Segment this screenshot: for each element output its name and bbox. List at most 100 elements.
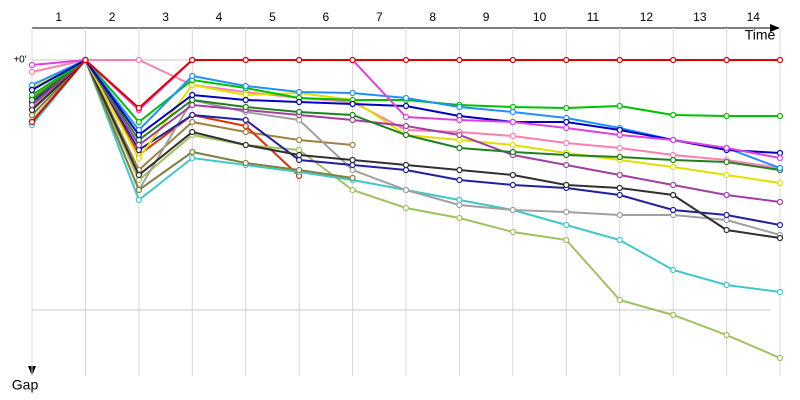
data-point <box>616 236 623 244</box>
data-point <box>296 108 303 116</box>
data-point <box>349 100 356 108</box>
data-point <box>563 104 570 112</box>
x-tick-label: 13 <box>693 10 707 24</box>
data-point <box>776 221 784 229</box>
data-point <box>509 171 516 179</box>
data-point <box>776 149 784 157</box>
data-point <box>563 118 570 126</box>
x-axis-label: Time <box>745 27 776 43</box>
data-point <box>776 154 784 162</box>
data-point <box>349 156 356 164</box>
data-point <box>563 139 570 147</box>
data-point <box>296 151 303 159</box>
data-point <box>670 311 677 319</box>
data-point <box>189 128 196 136</box>
data-point <box>670 156 677 164</box>
data-point <box>670 211 677 219</box>
data-point <box>723 158 730 166</box>
data-point <box>296 116 303 124</box>
data-point <box>776 288 784 296</box>
data-point <box>242 122 249 130</box>
data-point <box>509 141 516 149</box>
data-point <box>456 214 463 222</box>
data-point <box>456 136 463 144</box>
data-point <box>616 131 623 139</box>
data-point <box>189 118 196 126</box>
data-point <box>402 166 410 174</box>
x-tick-label: 8 <box>429 10 436 24</box>
data-point <box>723 226 730 234</box>
data-point <box>456 144 463 152</box>
data-point <box>456 103 463 111</box>
data-point <box>349 174 356 182</box>
data-point <box>509 132 516 140</box>
data-point <box>563 124 570 132</box>
data-point <box>563 221 570 229</box>
data-point <box>135 186 142 194</box>
data-point <box>670 206 677 214</box>
data-point <box>616 102 623 110</box>
data-point <box>28 96 36 104</box>
data-point <box>402 56 410 64</box>
data-point <box>509 108 516 116</box>
data-point <box>135 136 142 144</box>
data-point <box>349 141 356 149</box>
x-tick-label: 5 <box>269 10 276 24</box>
data-point <box>189 148 196 156</box>
data-point <box>28 118 36 126</box>
data-point <box>776 234 784 242</box>
data-point <box>723 281 730 289</box>
data-point <box>242 96 249 104</box>
data-point <box>723 171 730 179</box>
data-point <box>349 161 356 169</box>
data-point <box>189 96 196 104</box>
x-tick-label: 10 <box>533 10 547 24</box>
data-point <box>509 118 516 126</box>
data-point <box>189 81 196 89</box>
data-point <box>189 111 196 119</box>
data-point <box>509 56 516 64</box>
data-point <box>456 56 463 64</box>
data-point <box>296 56 303 64</box>
data-point <box>723 191 730 199</box>
data-point <box>28 111 36 119</box>
data-point <box>563 56 570 64</box>
data-point <box>189 101 196 109</box>
data-point <box>296 136 303 144</box>
data-point <box>135 56 142 64</box>
data-point <box>189 72 196 80</box>
data-point <box>723 216 730 224</box>
data-point <box>135 118 142 126</box>
data-point <box>563 236 570 244</box>
data-point <box>28 86 36 94</box>
x-tick-label: 7 <box>376 10 383 24</box>
data-point <box>135 104 142 112</box>
data-point <box>402 113 410 121</box>
data-point <box>296 156 303 164</box>
x-axis-arrow <box>770 24 780 32</box>
data-point <box>670 191 677 199</box>
data-point <box>402 131 410 139</box>
data-point <box>28 61 36 69</box>
y-tick-label: +0' <box>13 55 26 66</box>
data-point <box>296 88 303 96</box>
x-tick-label: 4 <box>216 10 223 24</box>
data-point <box>242 56 249 64</box>
data-point <box>616 211 623 219</box>
data-point <box>189 91 196 99</box>
data-point <box>670 181 677 189</box>
data-point <box>776 179 784 187</box>
data-point <box>135 176 142 184</box>
data-point <box>349 186 356 194</box>
data-point <box>563 181 570 189</box>
data-point <box>296 166 303 174</box>
x-tick-label: 12 <box>640 10 654 24</box>
x-tick-label: 14 <box>747 10 761 24</box>
data-point <box>616 191 623 199</box>
data-point <box>135 154 142 162</box>
data-point <box>349 89 356 97</box>
data-point <box>242 91 249 99</box>
data-point <box>670 266 677 274</box>
data-point <box>670 136 677 144</box>
